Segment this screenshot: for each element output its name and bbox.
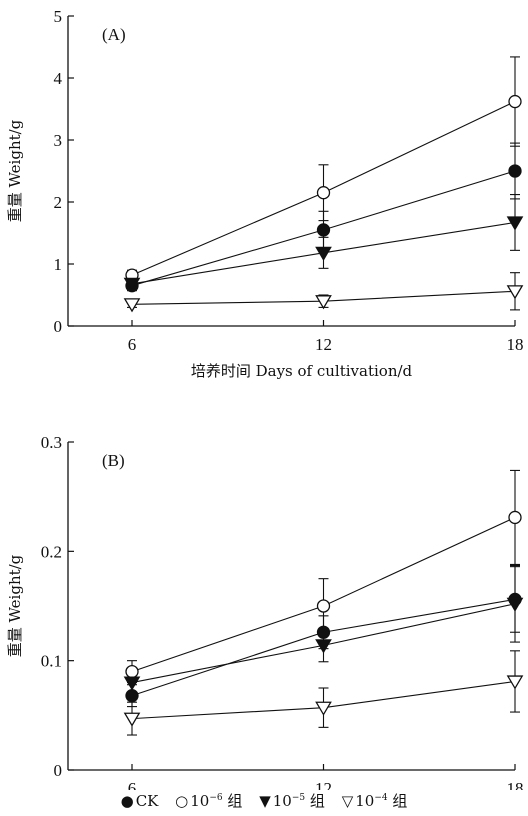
legend-label: 10 [190, 792, 210, 810]
panel-b-data-point [315, 639, 332, 654]
legend: ● CK ○ 10−6 组 ▼ 10−5 组 ▽ 10−4 组 [0, 790, 528, 811]
panel-b-label: (B) [102, 451, 125, 470]
legend-exponent: −4 [374, 793, 388, 803]
legend-item-1e-6: ○ 10−6 组 [175, 790, 242, 811]
panel-a-data-point [506, 216, 524, 231]
panel-b-x-tick-label: 6 [128, 779, 137, 790]
panel-b-data-point [125, 664, 139, 679]
panel-a-data-point [316, 223, 331, 237]
panel-b-y-tick-label: 0.3 [41, 433, 62, 452]
filled-triangle-down-icon: ▼ [259, 792, 271, 810]
open-circle-icon: ○ [175, 792, 189, 810]
panel-a-data-point [316, 186, 331, 200]
panel-b-x-tick-label: 18 [507, 779, 524, 790]
panel-b-data-point [123, 712, 141, 727]
panel-a-x-tick-label: 6 [128, 335, 137, 354]
panel-a-x-axis-title: 培养时间 Days of cultivation/d [191, 362, 413, 380]
panel-b-y-tick-label: 0.1 [41, 652, 62, 671]
panel-a-y-tick-label: 2 [54, 193, 63, 212]
panel-b-data-point [508, 510, 522, 525]
legend-exponent: −6 [209, 793, 223, 803]
filled-circle-icon: ● [120, 792, 134, 810]
legend-exponent: −5 [291, 793, 306, 803]
panel-b-x-tick-label: 12 [315, 779, 332, 790]
panel-b-data-point [125, 689, 139, 703]
legend-item-1e-4: ▽ 10−4 组 [342, 790, 408, 811]
legend-label: 10 [355, 792, 375, 810]
panel-a-data-point [123, 277, 141, 292]
panel-b-data-point [506, 675, 524, 690]
legend-suffix: 组 [222, 792, 243, 810]
panel-a-y-tick-label: 1 [54, 255, 63, 274]
panel-a-x-tick-label: 12 [315, 335, 332, 354]
panel-a-data-point [315, 295, 332, 310]
panel-b-data-point [506, 597, 524, 612]
panel-b-data-point [123, 676, 141, 691]
panel-b-y-tick-label: 0 [54, 761, 63, 780]
panel-a-y-tick-label: 4 [54, 69, 63, 88]
legend-item-ck: ● CK [121, 792, 159, 810]
panel-b-y-tick-label: 0.2 [41, 542, 62, 561]
legend-label: 10 [272, 792, 292, 810]
panel-a-data-point [315, 246, 332, 261]
panel-b-y-axis-title: 重量 Weight/g [6, 554, 24, 657]
legend-label: CK [135, 792, 159, 810]
panel-b-data-point [316, 625, 331, 639]
legend-item-1e-5: ▼ 10−5 组 [259, 790, 325, 811]
panel-a-data-point [123, 298, 141, 313]
panel-a-y-axis-title: 重量 Weight/g [6, 119, 24, 222]
panel-b-data-point [315, 701, 332, 716]
legend-suffix: 组 [387, 792, 408, 810]
panel-a-label: (A) [102, 25, 126, 44]
panel-b-data-point [316, 599, 331, 613]
open-triangle-down-icon: ▽ [341, 792, 354, 810]
panel-a-y-tick-label: 5 [54, 7, 63, 26]
panel-a-y-tick-label: 3 [54, 131, 63, 150]
panel-a-data-point [506, 285, 524, 300]
panel-a-y-tick-label: 0 [54, 317, 63, 336]
panel-a-data-point [508, 94, 522, 109]
panel-a-data-point [508, 164, 522, 178]
legend-suffix: 组 [305, 792, 325, 810]
panel-a-x-tick-label: 18 [507, 335, 524, 354]
